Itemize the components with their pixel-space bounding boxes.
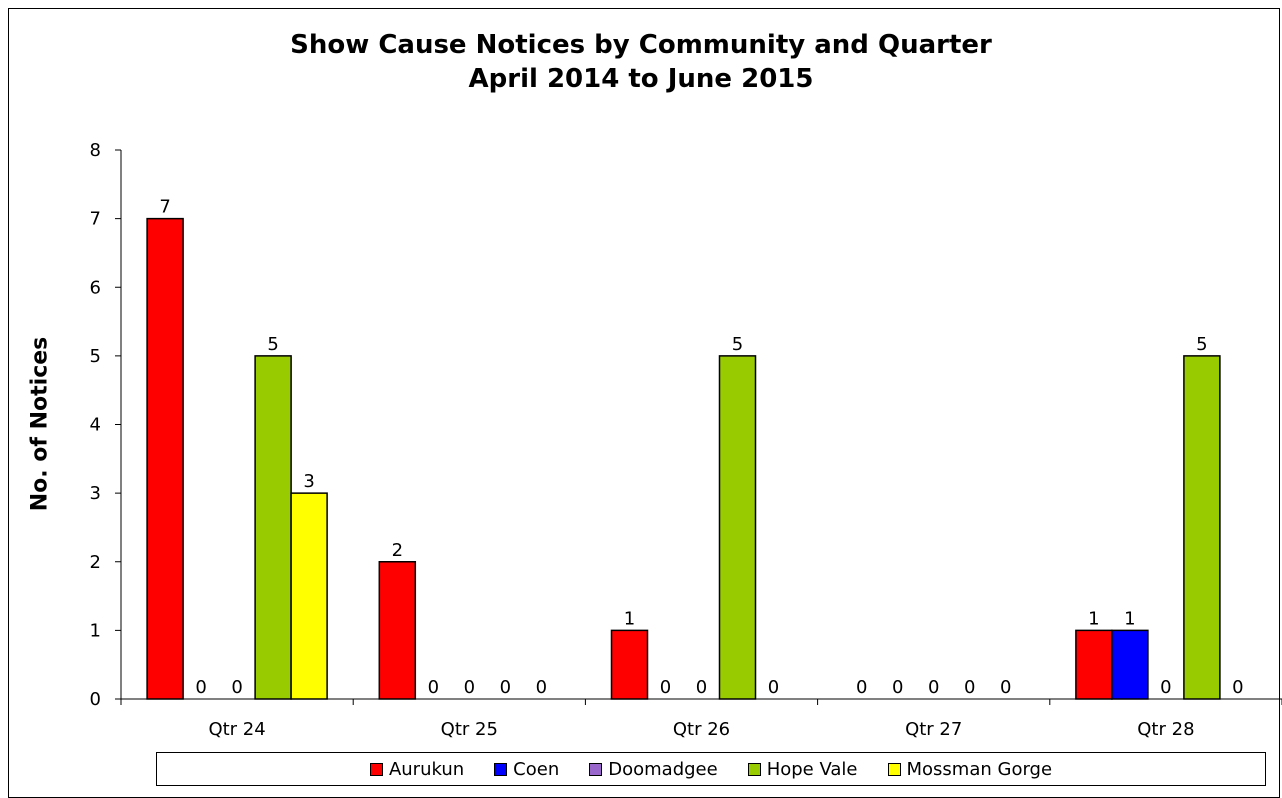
x-tick-label: Qtr 27 [905,719,962,740]
data-label: 0 [1160,677,1171,698]
y-tick-label: 5 [90,346,101,367]
legend-swatch [747,762,761,776]
legend-item: Doomadgee [589,758,718,780]
data-label: 1 [1124,608,1135,629]
y-tick-label: 2 [90,552,101,573]
y-tick-label: 1 [90,620,101,641]
data-label: 5 [732,334,743,355]
data-label: 0 [768,677,779,698]
data-label: 0 [195,677,206,698]
legend-swatch [887,762,901,776]
data-label: 0 [856,677,867,698]
legend-item: Mossman Gorge [887,758,1053,780]
data-label: 3 [303,471,314,492]
data-label: 0 [892,677,903,698]
data-label: 0 [536,677,547,698]
legend-label: Doomadgee [608,758,718,780]
data-label: 1 [1088,608,1099,629]
bar [1111,629,1149,700]
y-tick-label: 3 [90,483,101,504]
chart-subtitle: April 2014 to June 2015 [468,64,814,94]
data-label: 0 [696,677,707,698]
legend-label: Hope Vale [766,758,858,780]
data-label: 0 [464,677,475,698]
legend-item: Coen [494,759,559,780]
data-label: 1 [624,608,635,629]
bar [146,217,184,700]
bar [610,629,649,700]
x-tick-label: Qtr 26 [673,719,730,740]
legend-label: Aurukun [388,758,465,780]
y-tick-label: 4 [90,415,101,436]
bar [1075,629,1113,700]
data-label: 0 [964,677,975,698]
legend-swatch [494,762,508,776]
x-tick-label: Qtr 28 [1137,719,1194,740]
data-label: 0 [1232,677,1243,698]
y-tick-label: 8 [90,140,101,161]
y-tick-label: 7 [90,209,101,230]
bar [718,355,757,700]
data-label: 5 [1196,334,1207,355]
legend-item: Aurukun [369,758,465,780]
data-label: 0 [500,677,511,698]
data-label: 0 [928,677,939,698]
bar [1183,355,1221,700]
chart-title: Show Cause Notices by Community and Quar… [290,30,992,60]
y-tick-label: 6 [90,277,101,298]
x-tick-label: Qtr 24 [208,719,265,740]
legend-swatch [589,762,603,776]
data-label: 0 [231,677,242,698]
legend-label: Coen [513,758,560,780]
data-label: 0 [428,677,439,698]
x-tick-label: Qtr 25 [441,719,498,740]
data-label: 5 [267,334,278,355]
y-tick-label: 0 [90,689,101,710]
legend-item: Hope Vale [747,758,858,780]
bar [254,355,292,700]
chart-legend: Aurukun Coen Doomadgee Hope Vale Mossman Gor… [156,752,1266,786]
bar [290,492,328,700]
data-label: 0 [660,677,671,698]
data-label: 0 [1000,677,1011,698]
legend-label: Mossman Gorge [906,758,1053,780]
legend-swatch [369,762,383,776]
data-label: 7 [159,197,170,218]
data-label: 2 [392,540,403,561]
bar [378,561,417,700]
